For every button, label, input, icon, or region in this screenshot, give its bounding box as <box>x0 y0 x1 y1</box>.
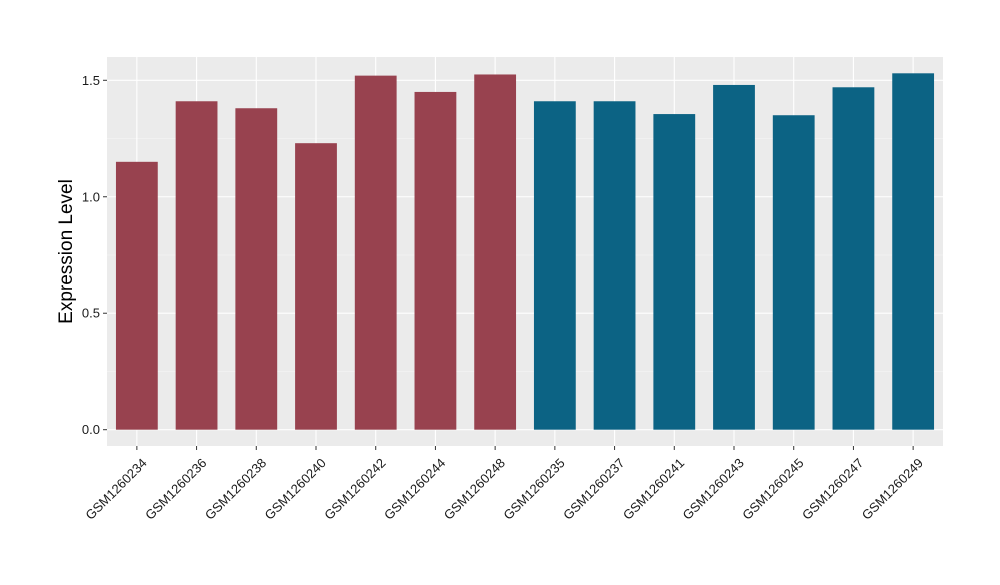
bar <box>533 101 576 430</box>
x-tick-label: GSM1260238 <box>202 455 269 522</box>
y-axis-title: Expression Level <box>56 179 77 324</box>
x-axis: GSM1260234GSM1260236GSM1260238GSM1260240… <box>82 446 926 523</box>
x-tick-label: GSM1260245 <box>739 455 806 522</box>
x-tick-label: GSM1260240 <box>262 455 329 522</box>
y-tick-label: 1.5 <box>82 73 100 88</box>
bar <box>593 101 636 430</box>
bar <box>295 143 337 430</box>
bar <box>235 108 278 430</box>
x-tick-label: GSM1260236 <box>142 455 209 522</box>
x-tick-label: GSM1260248 <box>441 455 508 522</box>
bar <box>414 91 457 430</box>
bar <box>892 73 935 430</box>
x-tick-label: GSM1260237 <box>560 455 627 522</box>
bar <box>713 84 755 430</box>
plot-panel <box>107 57 943 446</box>
x-tick-label: GSM1260244 <box>381 455 448 522</box>
x-tick-label: GSM1260243 <box>680 455 747 522</box>
bar <box>832 87 875 430</box>
bar <box>115 161 158 430</box>
x-tick-label: GSM1260241 <box>620 455 687 522</box>
bar <box>653 114 696 430</box>
bar <box>772 115 815 430</box>
y-axis: 0.0 0.5 1.0 1.5 <box>82 73 107 437</box>
bar <box>175 101 218 430</box>
bar <box>354 75 397 430</box>
bars-group <box>115 73 935 430</box>
x-tick-label: GSM1260249 <box>859 455 926 522</box>
x-tick-label: GSM1260234 <box>82 455 149 522</box>
y-tick-label: 0.0 <box>82 422 100 437</box>
y-tick-label: 1.0 <box>82 189 100 204</box>
x-tick-label: GSM1260242 <box>321 455 388 522</box>
y-tick-label: 0.5 <box>82 306 100 321</box>
bar <box>474 74 517 430</box>
x-tick-label: GSM1260247 <box>799 455 866 522</box>
x-tick-label: GSM1260235 <box>500 455 567 522</box>
